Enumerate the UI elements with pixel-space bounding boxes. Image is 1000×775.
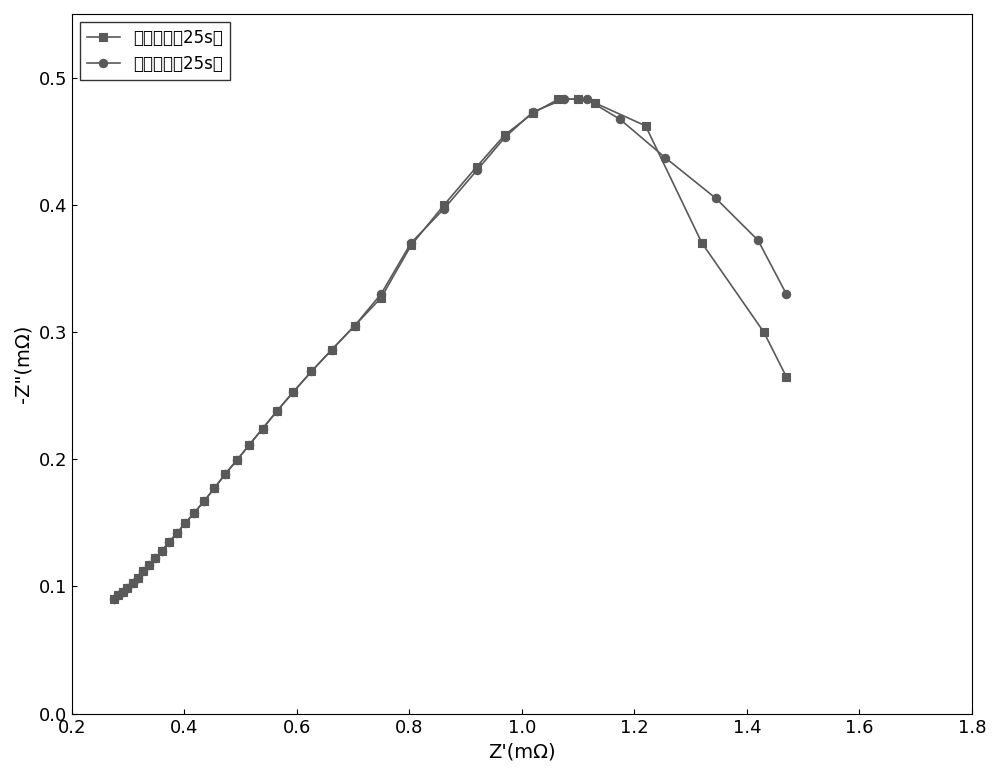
测量数据（25s） — [188, 508, 200, 517]
测量数据（25s） — [287, 388, 299, 397]
测量数据（25s） — [305, 367, 317, 376]
测量数据（25s） — [326, 345, 338, 354]
测量数据（25s） — [780, 372, 792, 381]
测量数据（25s） — [121, 583, 133, 592]
测量数据（25s） — [438, 200, 450, 209]
测量数据（25s） — [758, 327, 770, 336]
预测结果（25s） — [471, 166, 483, 175]
预测结果（25s） — [198, 497, 210, 506]
预测结果（25s） — [349, 321, 361, 330]
预测结果（25s） — [659, 153, 671, 162]
测量数据（25s） — [471, 162, 483, 171]
测量数据（25s） — [117, 587, 129, 596]
预测结果（25s） — [581, 95, 593, 104]
预测结果（25s） — [558, 95, 570, 104]
预测结果（25s） — [179, 518, 191, 528]
预测结果（25s） — [219, 470, 231, 479]
预测结果（25s） — [752, 236, 764, 245]
测量数据（25s） — [231, 456, 243, 465]
测量数据（25s） — [156, 546, 168, 556]
预测结果（25s） — [287, 388, 299, 397]
测量数据（25s） — [696, 238, 708, 247]
预测结果（25s） — [121, 583, 133, 592]
Line: 预测结果（25s）: 预测结果（25s） — [110, 95, 790, 604]
预测结果（25s） — [438, 204, 450, 213]
测量数据（25s） — [349, 321, 361, 330]
测量数据（25s） — [137, 567, 149, 576]
测量数据（25s） — [640, 121, 652, 130]
预测结果（25s） — [132, 573, 144, 582]
预测结果（25s） — [257, 424, 269, 433]
测量数据（25s） — [257, 424, 269, 433]
预测结果（25s） — [499, 133, 511, 142]
测量数据（25s） — [198, 497, 210, 506]
Legend: 测量数据（25s）, 预测结果（25s）: 测量数据（25s）, 预测结果（25s） — [80, 22, 230, 80]
预测结果（25s） — [117, 587, 129, 596]
测量数据（25s） — [572, 95, 584, 104]
测量数据（25s） — [112, 591, 124, 600]
预测结果（25s） — [149, 554, 161, 563]
预测结果（25s） — [271, 406, 283, 415]
预测结果（25s） — [137, 567, 149, 576]
测量数据（25s） — [208, 484, 220, 493]
测量数据（25s） — [219, 470, 231, 479]
测量数据（25s） — [271, 406, 283, 415]
测量数据（25s） — [405, 241, 417, 250]
测量数据（25s） — [163, 537, 175, 546]
预测结果（25s） — [127, 578, 139, 587]
预测结果（25s） — [780, 289, 792, 298]
预测结果（25s） — [614, 115, 626, 124]
预测结果（25s） — [171, 529, 183, 538]
测量数据（25s） — [499, 130, 511, 140]
测量数据（25s） — [132, 573, 144, 582]
预测结果（25s） — [208, 484, 220, 493]
预测结果（25s） — [527, 107, 539, 116]
测量数据（25s） — [589, 98, 601, 108]
测量数据（25s） — [143, 560, 155, 570]
预测结果（25s） — [305, 367, 317, 376]
X-axis label: Z'(mΩ): Z'(mΩ) — [488, 742, 556, 761]
测量数据（25s） — [108, 594, 120, 604]
预测结果（25s） — [375, 289, 387, 298]
预测结果（25s） — [243, 440, 255, 450]
预测结果（25s） — [188, 508, 200, 517]
预测结果（25s） — [156, 546, 168, 556]
测量数据（25s） — [375, 293, 387, 302]
测量数据（25s） — [527, 109, 539, 118]
预测结果（25s） — [163, 537, 175, 546]
预测结果（25s） — [231, 456, 243, 465]
测量数据（25s） — [552, 95, 564, 104]
预测结果（25s） — [326, 345, 338, 354]
测量数据（25s） — [243, 440, 255, 450]
预测结果（25s） — [710, 194, 722, 203]
预测结果（25s） — [112, 591, 124, 600]
测量数据（25s） — [179, 518, 191, 528]
预测结果（25s） — [143, 560, 155, 570]
测量数据（25s） — [149, 554, 161, 563]
测量数据（25s） — [171, 529, 183, 538]
Line: 测量数据（25s）: 测量数据（25s） — [110, 95, 790, 604]
Y-axis label: -Z"(mΩ): -Z"(mΩ) — [14, 325, 33, 403]
预测结果（25s） — [108, 594, 120, 604]
预测结果（25s） — [405, 238, 417, 247]
测量数据（25s） — [127, 578, 139, 587]
